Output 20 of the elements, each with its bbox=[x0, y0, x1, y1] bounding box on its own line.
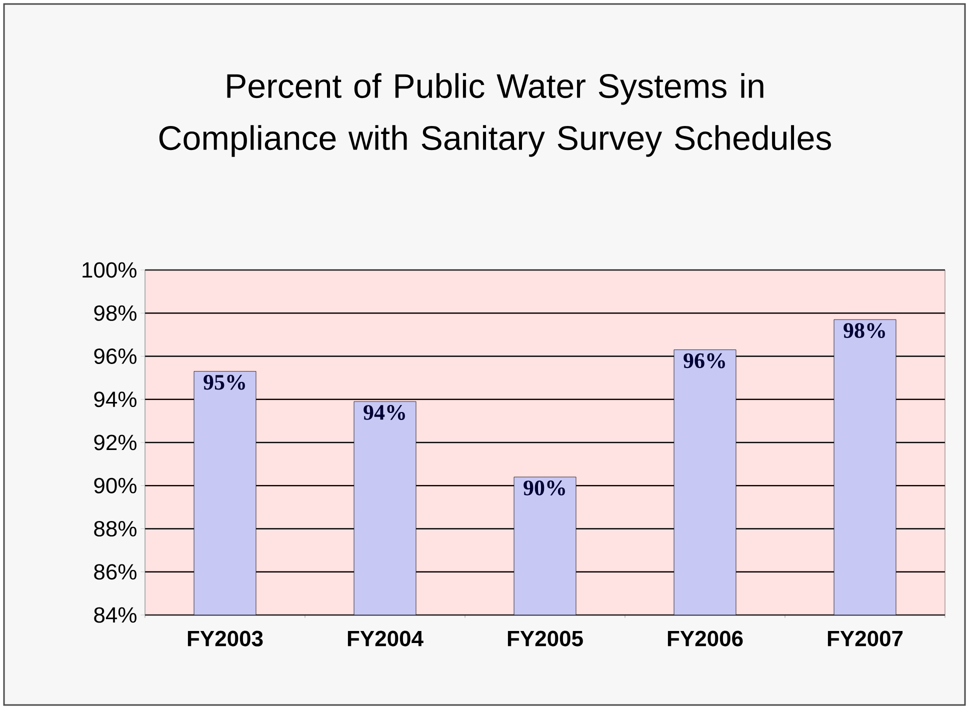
x-tick-label: FY2005 bbox=[508, 630, 583, 646]
data-label: 90% bbox=[524, 480, 565, 496]
x-tick-label: FY2003 bbox=[188, 630, 263, 646]
data-label: 95% bbox=[204, 374, 245, 390]
data-label: 96% bbox=[684, 353, 725, 368]
y-tick-label: 98% bbox=[94, 305, 136, 321]
y-tick-label: 100% bbox=[82, 262, 136, 278]
y-tick-label: 94% bbox=[94, 392, 136, 408]
data-label: 94% bbox=[364, 405, 405, 420]
y-tick-label: 86% bbox=[94, 564, 136, 580]
x-tick-label: FY2006 bbox=[668, 630, 743, 646]
chart-title: Percent of Public Water Systems in Compliance with Sanitary Survey Schedules bbox=[159, 73, 831, 157]
y-tick-label: 88% bbox=[94, 520, 136, 537]
y-tick-label: 96% bbox=[94, 348, 136, 364]
y-tick-label: 92% bbox=[94, 434, 136, 450]
x-tick-label: FY2007 bbox=[828, 630, 903, 646]
data-label: 98% bbox=[844, 323, 885, 338]
y-tick-label: 90% bbox=[94, 478, 136, 494]
x-tick-label: FY2004 bbox=[348, 630, 424, 646]
y-tick-label: 84% bbox=[94, 607, 136, 623]
